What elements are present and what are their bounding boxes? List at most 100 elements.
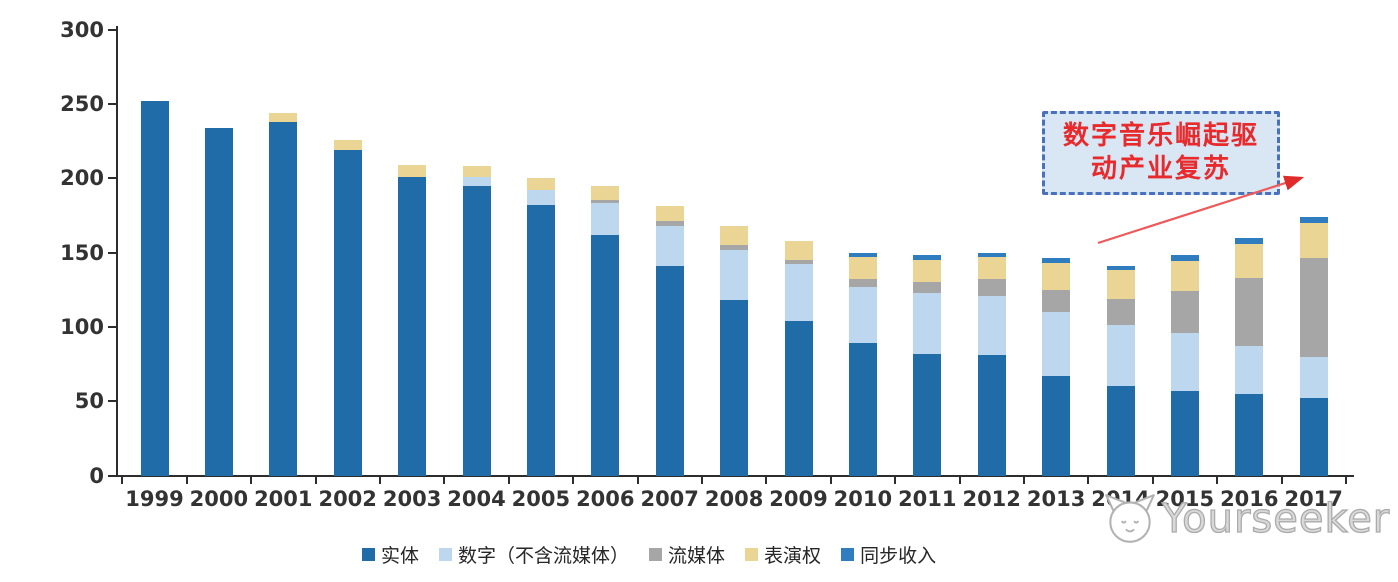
bar-2004	[462, 0, 491, 476]
bar-1999	[140, 0, 169, 476]
y-axis-tick	[108, 177, 117, 180]
bar-2010	[848, 0, 877, 476]
bar-segment-sync-2012	[977, 252, 1006, 257]
y-axis-tick	[108, 28, 117, 31]
bar-segment-physical-2002	[333, 149, 362, 476]
bar-2008	[720, 0, 749, 476]
bar-2017	[1299, 0, 1328, 476]
x-axis-tick-label: 2008	[704, 487, 764, 511]
x-axis-tick	[700, 477, 703, 484]
x-axis-tick-label: 2006	[576, 487, 635, 511]
legend-label-performance: 表演权	[764, 545, 822, 567]
legend-label-streaming: 流媒体	[668, 545, 726, 567]
legend-label-sync: 同步收入	[860, 545, 937, 567]
bar-segment-performance-2006	[591, 185, 620, 201]
bar-segment-performance-2014	[1106, 270, 1135, 299]
bar-segment-streaming-2007	[655, 221, 684, 226]
bar-segment-physical-2009	[784, 320, 813, 476]
y-axis-tick	[108, 325, 117, 328]
x-axis-tick	[829, 477, 832, 484]
x-axis-tick	[636, 477, 639, 484]
y-axis-tick	[108, 474, 117, 477]
legend-item-streaming: 流媒体	[649, 541, 725, 568]
bar-2002	[333, 0, 362, 476]
bar-segment-performance-2017	[1299, 222, 1328, 259]
legend-label-digital: 数字（不含流媒体）	[458, 545, 630, 567]
bar-segment-digital-2012	[977, 295, 1006, 356]
legend-item-digital: 数字（不含流媒体）	[439, 541, 629, 568]
bar-segment-digital-2004	[462, 176, 491, 186]
watermark-brand-text: Yourseeker	[1161, 495, 1391, 542]
bar-segment-physical-2010	[848, 343, 877, 476]
x-axis-tick	[894, 477, 897, 484]
bar-2001	[269, 0, 298, 476]
bar-segment-sync-2013	[1042, 258, 1071, 263]
x-axis-tick-label: 2000	[189, 487, 249, 511]
bar-segment-physical-2013	[1042, 375, 1071, 476]
annotation-text-line2: 动产业复苏	[1090, 154, 1231, 184]
x-axis-tick	[1151, 477, 1154, 484]
x-axis-tick	[507, 477, 510, 484]
legend-swatch-digital	[439, 548, 453, 561]
bar-segment-digital-2005	[526, 190, 555, 205]
x-axis-tick	[121, 477, 124, 484]
y-axis-tick-label: 50	[74, 389, 104, 414]
bar-segment-digital-2015	[1170, 332, 1199, 391]
bar-segment-physical-2016	[1235, 393, 1264, 476]
x-axis-tick	[314, 477, 317, 484]
y-axis-tick-label: 100	[60, 314, 104, 339]
bar-segment-streaming-2006	[591, 200, 620, 204]
bar-segment-physical-2001	[269, 121, 298, 476]
bar-segment-streaming-2008	[720, 245, 749, 250]
x-axis-tick-label: 2015	[1155, 487, 1215, 511]
bar-2013	[1042, 0, 1071, 476]
legend-swatch-sync	[841, 548, 855, 561]
bar-2009	[784, 0, 813, 476]
x-axis-tick-label: 1999	[125, 487, 184, 511]
legend-label-physical: 实体	[381, 545, 420, 567]
x-axis-tick-label: 2017	[1284, 487, 1343, 511]
legend-item-sync: 同步收入	[841, 541, 936, 568]
bar-segment-digital-2010	[848, 286, 877, 344]
legend-swatch-streaming	[649, 548, 663, 561]
y-axis-line	[116, 26, 118, 477]
legend-swatch-performance	[745, 548, 759, 561]
x-axis-tick-label: 2010	[833, 487, 893, 511]
bar-segment-digital-2014	[1106, 325, 1135, 387]
annotation-arrow	[1097, 175, 1305, 245]
y-axis-tick	[108, 400, 117, 403]
bar-segment-physical-2006	[591, 234, 620, 476]
y-axis-tick-label: 250	[60, 91, 104, 116]
bar-segment-streaming-2009	[784, 259, 813, 265]
x-axis-tick	[958, 477, 961, 484]
bar-segment-performance-2004	[462, 166, 491, 177]
bar-segment-physical-2008	[720, 300, 749, 476]
bar-segment-physical-2005	[526, 204, 555, 476]
bar-segment-digital-2009	[784, 264, 813, 321]
bar-segment-sync-2015	[1170, 255, 1199, 262]
bar-2000	[204, 0, 233, 476]
bar-segment-streaming-2010	[848, 279, 877, 287]
y-axis-tick-label: 300	[60, 17, 104, 42]
bar-segment-performance-2002	[333, 139, 362, 150]
bar-segment-streaming-2013	[1042, 289, 1071, 312]
x-axis-tick-label: 2012	[962, 487, 1021, 511]
bar-segment-physical-2004	[462, 185, 491, 476]
x-axis-tick	[185, 477, 188, 484]
x-axis-tick	[1216, 477, 1219, 484]
x-axis-line	[110, 475, 1354, 477]
bar-segment-sync-2011	[913, 255, 942, 260]
bar-segment-performance-2015	[1170, 261, 1199, 292]
bar-segment-performance-2001	[269, 112, 298, 122]
bar-segment-physical-2015	[1170, 390, 1199, 476]
y-axis-tick	[108, 251, 117, 254]
x-axis-tick	[572, 477, 575, 484]
bar-segment-performance-2003	[398, 164, 427, 177]
bar-segment-performance-2008	[720, 225, 749, 246]
y-axis-tick-label: 0	[89, 463, 104, 488]
bar-segment-performance-2007	[655, 206, 684, 222]
bar-segment-physical-1999	[140, 100, 169, 476]
annotation-callout: 数字音乐崛起驱 动产业复苏	[1042, 111, 1280, 195]
x-axis-tick	[443, 477, 446, 484]
bar-segment-physical-2003	[398, 176, 427, 476]
